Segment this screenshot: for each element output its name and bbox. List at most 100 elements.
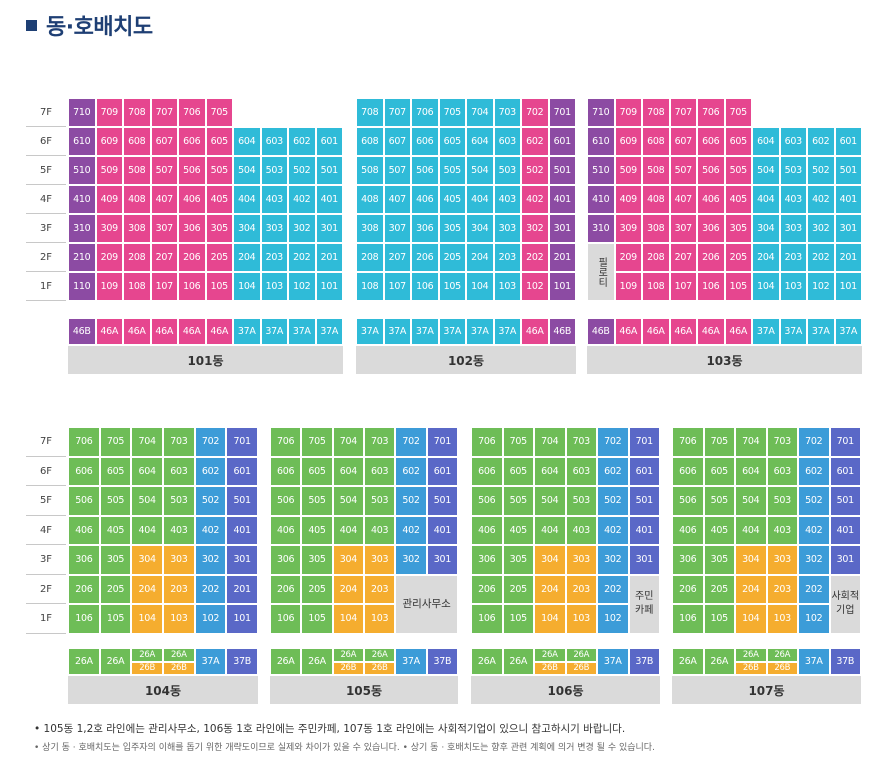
unit-cell: 405 (99, 515, 132, 545)
unit-cell: 504 (131, 486, 163, 516)
unit-cell: 605 (99, 456, 132, 486)
unit-cell: 403 (766, 515, 798, 545)
unit-cell: 302 (807, 214, 835, 243)
unit-cell: 402 (194, 515, 227, 545)
unit-cell: 104 (752, 272, 780, 301)
unit-type-cell: 37A (383, 318, 411, 345)
unit-cell: 404 (233, 185, 261, 214)
unit-cell: 406 (178, 185, 206, 214)
unit-cell: 101 (548, 272, 576, 301)
unit-cell: 407 (150, 185, 178, 214)
unit-cell: 510 (587, 156, 615, 185)
unit-cell: 603 (163, 456, 195, 486)
unit-cell: 304 (131, 545, 163, 575)
unit-cell: 106 (270, 604, 302, 634)
unit-cell: 103 (565, 604, 597, 634)
unit-cell: 407 (669, 185, 697, 214)
unit-type-cell: 37B (226, 648, 258, 675)
building-name: 101동 (68, 346, 343, 374)
unit-cell: 705 (99, 427, 132, 457)
unit-cell: 102 (194, 604, 227, 634)
unit-cell: 502 (521, 156, 549, 185)
unit-cell: 703 (493, 98, 521, 127)
unit-cell: 202 (521, 243, 549, 272)
unit-cell: 604 (466, 127, 494, 156)
unit-cell: 705 (205, 98, 233, 127)
unit-cell: 603 (260, 127, 288, 156)
unit-cell: 703 (364, 427, 396, 457)
unit-cell: 404 (735, 515, 767, 545)
unit-cell: 606 (68, 456, 100, 486)
unit-cell: 701 (628, 427, 660, 457)
unit-cell: 101 (834, 272, 862, 301)
unit-cell: 305 (99, 545, 132, 575)
floor-label: 4F (26, 185, 66, 214)
unit-cell: 305 (205, 214, 233, 243)
unit-cell: 202 (807, 243, 835, 272)
unit-cell: 207 (669, 243, 697, 272)
unit-cell: 502 (194, 486, 227, 516)
unit-cell: 706 (697, 98, 725, 127)
unit-cell: 603 (364, 456, 396, 486)
unit-cell: 306 (672, 545, 704, 575)
unit-cell: 409 (614, 185, 642, 214)
unit-cell: 704 (131, 427, 163, 457)
unit-cell: 203 (779, 243, 807, 272)
unit-cell: 410 (68, 185, 96, 214)
unit-cell: 506 (411, 156, 439, 185)
floor-label: 4F (26, 516, 66, 545)
unit-cell: 106 (672, 604, 704, 634)
unit-cell: 507 (150, 156, 178, 185)
unit-cell: 404 (466, 185, 494, 214)
unit-cell: 508 (356, 156, 384, 185)
unit-cell: 203 (493, 243, 521, 272)
unit-cell: 501 (834, 156, 862, 185)
unit-cell: 402 (798, 515, 830, 545)
unit-type-cell: 37A (779, 318, 807, 345)
unit-type-cell: 37A (194, 648, 227, 675)
unit-cell: 702 (521, 98, 549, 127)
unit-type-cell: 46A (642, 318, 670, 345)
unit-cell: 603 (565, 456, 597, 486)
unit-cell: 606 (697, 127, 725, 156)
unit-cell: 301 (226, 545, 258, 575)
unit-cell: 403 (565, 515, 597, 545)
unit-cell: 308 (123, 214, 151, 243)
unit-cell: 404 (752, 185, 780, 214)
unit-cell: 407 (383, 185, 411, 214)
facility-label: 관리사무소 (396, 575, 457, 633)
unit-cell: 703 (163, 427, 195, 457)
unit-cell: 705 (438, 98, 466, 127)
unit-cell: 206 (68, 574, 100, 604)
unit-cell: 505 (703, 486, 735, 516)
unit-cell: 107 (383, 272, 411, 301)
unit-cell: 102 (798, 604, 830, 634)
unit-cell: 706 (471, 427, 503, 457)
floor-label: 2F (26, 575, 66, 604)
unit-cell: 704 (735, 427, 767, 457)
note-1: • 105동 1,2호 라인에는 관리사무소, 106동 1호 라인에는 주민카… (34, 723, 626, 735)
unit-cell: 706 (68, 427, 100, 457)
unit-cell: 501 (226, 486, 258, 516)
unit-cell: 302 (395, 545, 427, 575)
unit-cell: 305 (502, 545, 534, 575)
unit-cell: 503 (163, 486, 195, 516)
unit-cell: 506 (68, 486, 100, 516)
unit-cell: 604 (233, 127, 261, 156)
unit-cell: 603 (493, 127, 521, 156)
unit-cell: 403 (163, 515, 195, 545)
title-square-icon (26, 19, 37, 31)
unit-cell: 703 (766, 427, 798, 457)
unit-type-cell: 26A (735, 648, 767, 662)
unit-cell: 108 (123, 272, 151, 301)
floor-label: 2F (26, 243, 66, 272)
unit-cell: 401 (226, 515, 258, 545)
unit-cell: 605 (205, 127, 233, 156)
unit-cell: 305 (301, 545, 333, 575)
building-name: 106동 (471, 676, 660, 704)
unit-cell: 208 (356, 243, 384, 272)
building-name: 102동 (356, 346, 576, 374)
unit-type-cell: 37A (315, 318, 343, 345)
unit-cell: 405 (703, 515, 735, 545)
unit-cell: 605 (703, 456, 735, 486)
